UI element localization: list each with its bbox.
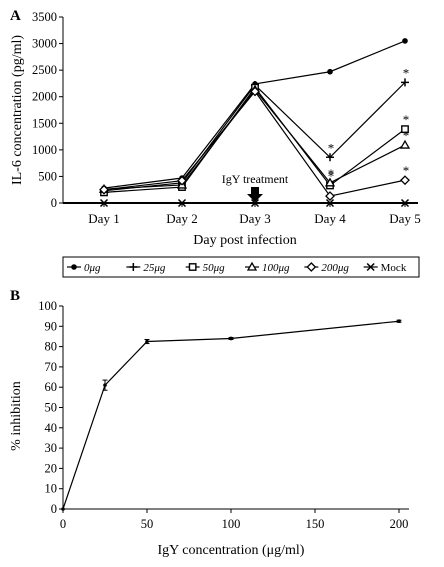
chart-b-xtick-label: 100 [222, 517, 241, 531]
chart-a-ytick-label: 2500 [32, 63, 57, 77]
series-point-100ug [324, 177, 336, 187]
chart-a-xtick-label: Day 5 [389, 211, 420, 226]
legend-label-200ug: 200μg [321, 262, 349, 274]
inhibition-point [61, 507, 65, 511]
chart-a-xlabel: Day post infection [193, 233, 296, 248]
chart-a-ytick-label: 1500 [32, 116, 57, 130]
series-point-200ug [325, 191, 335, 202]
legend-label-25ug: 25μg [143, 262, 166, 274]
inhibition-point [229, 336, 233, 341]
chart-b-xtick-label: 0 [60, 517, 66, 531]
chart-a-xtick-label: Day 2 [166, 211, 197, 226]
chart-a: A IL-6 concentration (pg/ml) Day post in… [10, 8, 421, 278]
panel-a-label: A [10, 8, 21, 24]
series-line-0ug [103, 40, 406, 189]
panel-b-label: B [10, 288, 20, 304]
legend-box [62, 256, 420, 278]
chart-a-ytick-label: 3000 [32, 37, 57, 51]
igy-treatment-arrow-icon [247, 187, 263, 202]
chart-b-ytick-label: 20 [45, 461, 58, 475]
significance-asterisk: * [328, 140, 335, 155]
chart-a-axes: 0 500 1000 1500 2000 2500 3000 3500 Day 1 Day 2 Da… [32, 10, 421, 226]
chart-b-xtick-label: 150 [306, 517, 325, 531]
significance-asterisk: * [328, 166, 335, 181]
chart-a-ytick-label: 1000 [32, 143, 57, 157]
series-point-100ug [399, 139, 411, 149]
legend-marker-0ug [71, 264, 77, 270]
chart-a-ytick-label: 500 [38, 169, 57, 183]
inhibition-line [62, 320, 400, 510]
chart-a-legend: 0μg 25μg 50μg 100μg 200μg Mock [62, 256, 420, 278]
chart-a-xtick-label: Day 1 [88, 211, 119, 226]
chart-b-ytick-label: 40 [45, 421, 58, 435]
legend-label-mock: Mock [381, 262, 407, 274]
chart-b-ytick-label: 10 [45, 482, 58, 496]
chart-b-ytick-label: 60 [45, 380, 58, 394]
chart-a-series: ******* [98, 38, 411, 208]
significance-asterisk: * [403, 128, 410, 143]
series-point-0ug [402, 38, 408, 44]
chart-b-ytick-label: 30 [45, 441, 58, 455]
significance-asterisk: * [403, 163, 410, 178]
series-point-mock [250, 198, 260, 208]
series-point-200ug [177, 175, 187, 186]
chart-a-ylabel: IL-6 concentration (pg/ml) [10, 35, 25, 185]
chart-a-xtick-label: Day 4 [314, 211, 346, 226]
inhibition-point [397, 319, 401, 324]
series-point-mock [400, 198, 410, 208]
legend-marker-100ug [246, 261, 258, 271]
legend-marker-25ug [129, 263, 138, 271]
igy-treatment-annotation: IgY treatment [222, 172, 289, 186]
legend-label-50ug: 50μg [203, 262, 226, 274]
chart-b-ytick-label: 50 [45, 401, 58, 415]
series-point-25ug [326, 153, 334, 162]
chart-b-ytick-label: 0 [51, 502, 57, 516]
series-point-200ug [400, 175, 410, 186]
series-point-0ug [327, 68, 333, 75]
series-point-mock [325, 198, 335, 208]
chart-a-xtick-label: Day 3 [239, 211, 270, 226]
series-point-mock [177, 198, 187, 208]
inhibition-point [103, 383, 107, 387]
chart-b-series [61, 319, 402, 511]
chart-a-ytick-label: 3500 [32, 10, 57, 24]
chart-a-ytick-label: 2000 [32, 90, 57, 104]
chart-b-ylabel: % inhibition [9, 381, 24, 451]
significance-asterisk: * [403, 65, 410, 80]
chart-b-xtick-label: 50 [141, 517, 154, 531]
chart-b-ytick-label: 70 [45, 360, 58, 374]
chart-b-ytick-label: 90 [45, 319, 58, 333]
chart-b-ytick-label: 80 [45, 340, 58, 354]
chart-b-axes: 0 10 20 30 40 50 60 70 80 90 100 0 50 100 150 200 [38, 299, 409, 531]
series-point-200ug [99, 184, 109, 195]
series-point-25ug [401, 78, 409, 87]
series-point-50ug [401, 125, 409, 134]
legend-label-0ug: 0μg [84, 262, 101, 274]
legend-label-100ug: 100μg [262, 262, 290, 274]
chart-b-xlabel: IgY concentration (μg/ml) [158, 543, 305, 558]
significance-asterisk: * [328, 168, 335, 183]
chart-b-ytick-label: 100 [38, 299, 57, 313]
inhibition-point [145, 339, 149, 344]
chart-a-ytick-label: 0 [51, 196, 57, 210]
series-point-200ug [250, 86, 260, 97]
legend-marker-50ug [188, 263, 197, 271]
chart-b-xtick-label: 200 [390, 517, 409, 531]
series-point-mock [99, 198, 109, 208]
legend-marker-200ug [306, 262, 317, 272]
chart-b: B % inhibition IgY concentration (μg/ml)… [9, 288, 409, 558]
significance-asterisk: * [403, 112, 410, 127]
legend-marker-mock [366, 262, 375, 272]
